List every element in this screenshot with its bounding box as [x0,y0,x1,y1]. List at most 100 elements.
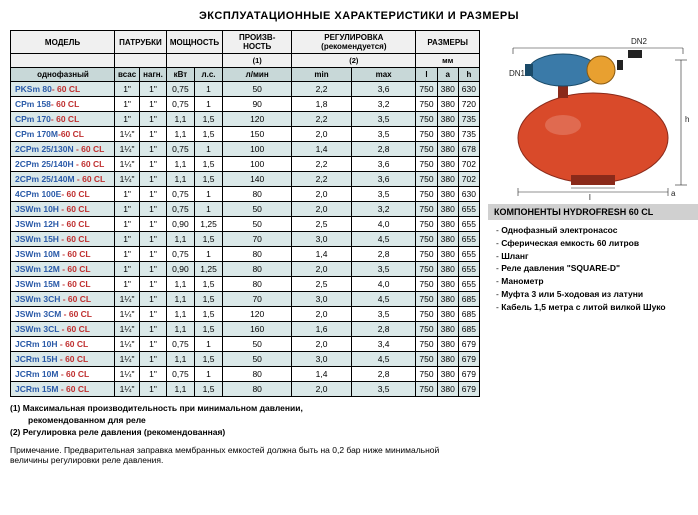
cell: 750 [416,367,437,382]
cell: 1,1 [166,157,194,172]
cell: 380 [437,187,458,202]
th-10: h [458,68,479,82]
cell: 2,2 [292,112,352,127]
cell: 1¼" [115,337,140,352]
cell: 750 [416,172,437,187]
spec-table: МОДЕЛЬ ПАТРУБКИ МОЩНОСТЬ ПРОИЗВ- НОСТЬ Р… [10,30,480,397]
cell: 1,5 [194,352,222,367]
cell: 4,0 [351,277,416,292]
cell-model: JSWm 3CH - 60 CL [11,292,115,307]
table-row: JSWm 12M - 60 CL1"1"0,901,25802,03,57503… [11,262,480,277]
cell: 3,5 [351,262,416,277]
cell: 1,4 [292,247,352,262]
cell: 80 [223,367,292,382]
th-4: л.с. [194,68,222,82]
cell: 380 [437,172,458,187]
cell: 2,0 [292,127,352,142]
cell: 2,2 [292,82,352,97]
cell-model: JCRm 15M - 60 CL [11,382,115,397]
cell: 3,6 [351,82,416,97]
table-row: JSWm 15M - 60 CL1"1"1,11,5802,54,0750380… [11,277,480,292]
cell: 380 [437,337,458,352]
cell: 702 [458,172,479,187]
component-item: Муфта 3 или 5-ходовая из латуни [496,288,698,301]
cell-model: 2CPm 25/140M - 60 CL [11,172,115,187]
cell: 1¼" [115,382,140,397]
cell: 100 [223,157,292,172]
cell: 380 [437,352,458,367]
components-list: Однофазный электронасосСферическая емкос… [488,220,698,313]
cell: 750 [416,112,437,127]
th-3: кВт [166,68,194,82]
cell: 4,5 [351,352,416,367]
cell: 380 [437,142,458,157]
cell: 1" [115,112,140,127]
cell: 630 [458,187,479,202]
cell-model: JCRm 10H - 60 CL [11,337,115,352]
cell: 1,5 [194,307,222,322]
cell: 1¼" [115,322,140,337]
th-reg: РЕГУЛИРОВКА (рекомендуется) [292,31,416,54]
cell: 2,2 [292,157,352,172]
cell: 90 [223,97,292,112]
cell: 702 [458,157,479,172]
table-row: JCRm 10H - 60 CL1¼"1"0,751502,03,4750380… [11,337,480,352]
table-row: JSWm 10M - 60 CL1"1"0,751801,42,87503806… [11,247,480,262]
cell: 1" [140,352,167,367]
label-h: h [685,115,689,124]
cell: 2,0 [292,202,352,217]
cell: 1,25 [194,217,222,232]
cell: 2,0 [292,262,352,277]
cell: 1" [140,307,167,322]
cell: 735 [458,112,479,127]
cell: 50 [223,352,292,367]
cell: 679 [458,367,479,382]
fn1b: рекомендованном для реле [28,415,146,425]
cell: 735 [458,127,479,142]
cell: 380 [437,322,458,337]
table-row: JCRm 15H - 60 CL1¼"1"1,11,5503,04,575038… [11,352,480,367]
th-1: всас [115,68,140,82]
cell: 1 [194,82,222,97]
cell: 0,75 [166,202,194,217]
cell: 1 [194,367,222,382]
cell: 685 [458,292,479,307]
cell: 0,75 [166,247,194,262]
cell: 50 [223,202,292,217]
cell: 630 [458,82,479,97]
th-6: min [292,68,352,82]
cell: 1" [140,97,167,112]
cell: 1" [140,277,167,292]
cell: 80 [223,277,292,292]
cell: 1,1 [166,277,194,292]
component-item: Реле давления "SQUARE-D" [496,262,698,275]
cell: 80 [223,187,292,202]
cell: 1 [194,142,222,157]
cell: 1" [140,322,167,337]
cell: 750 [416,232,437,247]
footnotes: (1) Максимальная производительность при … [10,403,480,439]
cell: 1" [115,232,140,247]
cell: 750 [416,187,437,202]
th-n1: (1) [223,54,292,68]
cell-model: CPm 170- 60 CL [11,112,115,127]
cell: 1,1 [166,112,194,127]
cell-model: 4CPm 100E- 60 CL [11,187,115,202]
cell: 2,0 [292,382,352,397]
label-a: a [671,189,676,198]
cell-model: CPm 158- 60 CL [11,97,115,112]
cell: 3,4 [351,337,416,352]
cell: 655 [458,277,479,292]
table-row: 2CPm 25/140H - 60 CL1¼"1"1,11,51002,23,6… [11,157,480,172]
cell: 1" [140,247,167,262]
cell: 380 [437,97,458,112]
cell: 1,1 [166,352,194,367]
page-title: ЭКСПЛУАТАЦИОННЫЕ ХАРАКТЕРИСТИКИ И РАЗМЕР… [10,10,698,22]
cell-model: JSWm 10H - 60 CL [11,202,115,217]
cell: 1,4 [292,367,352,382]
cell: 380 [437,157,458,172]
cell: 1" [140,127,167,142]
cell: 1,5 [194,292,222,307]
cell: 380 [437,292,458,307]
cell: 3,6 [351,157,416,172]
